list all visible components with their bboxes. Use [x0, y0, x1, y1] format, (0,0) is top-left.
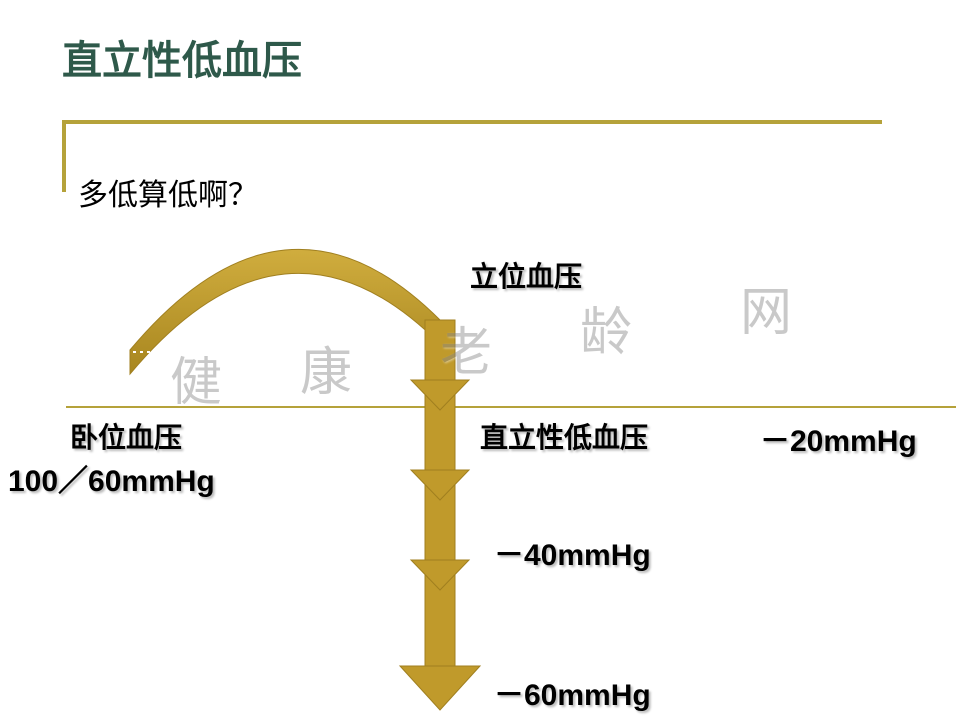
label-drop-20: －20mmHg	[760, 416, 917, 460]
diagram-svg	[0, 0, 960, 720]
label-orthostatic: 直立性低血压	[480, 416, 648, 456]
arc-arrow	[105, 249, 440, 374]
down-arrow	[400, 320, 480, 710]
label-drop-60: －60mmHg	[494, 670, 651, 714]
label-lying-value: 100／60mmHg	[8, 456, 215, 500]
label-standing-bp: 立位血压	[470, 255, 582, 295]
label-lying-bp: 卧位血压	[70, 416, 182, 456]
label-drop-40: －40mmHg	[494, 530, 651, 574]
